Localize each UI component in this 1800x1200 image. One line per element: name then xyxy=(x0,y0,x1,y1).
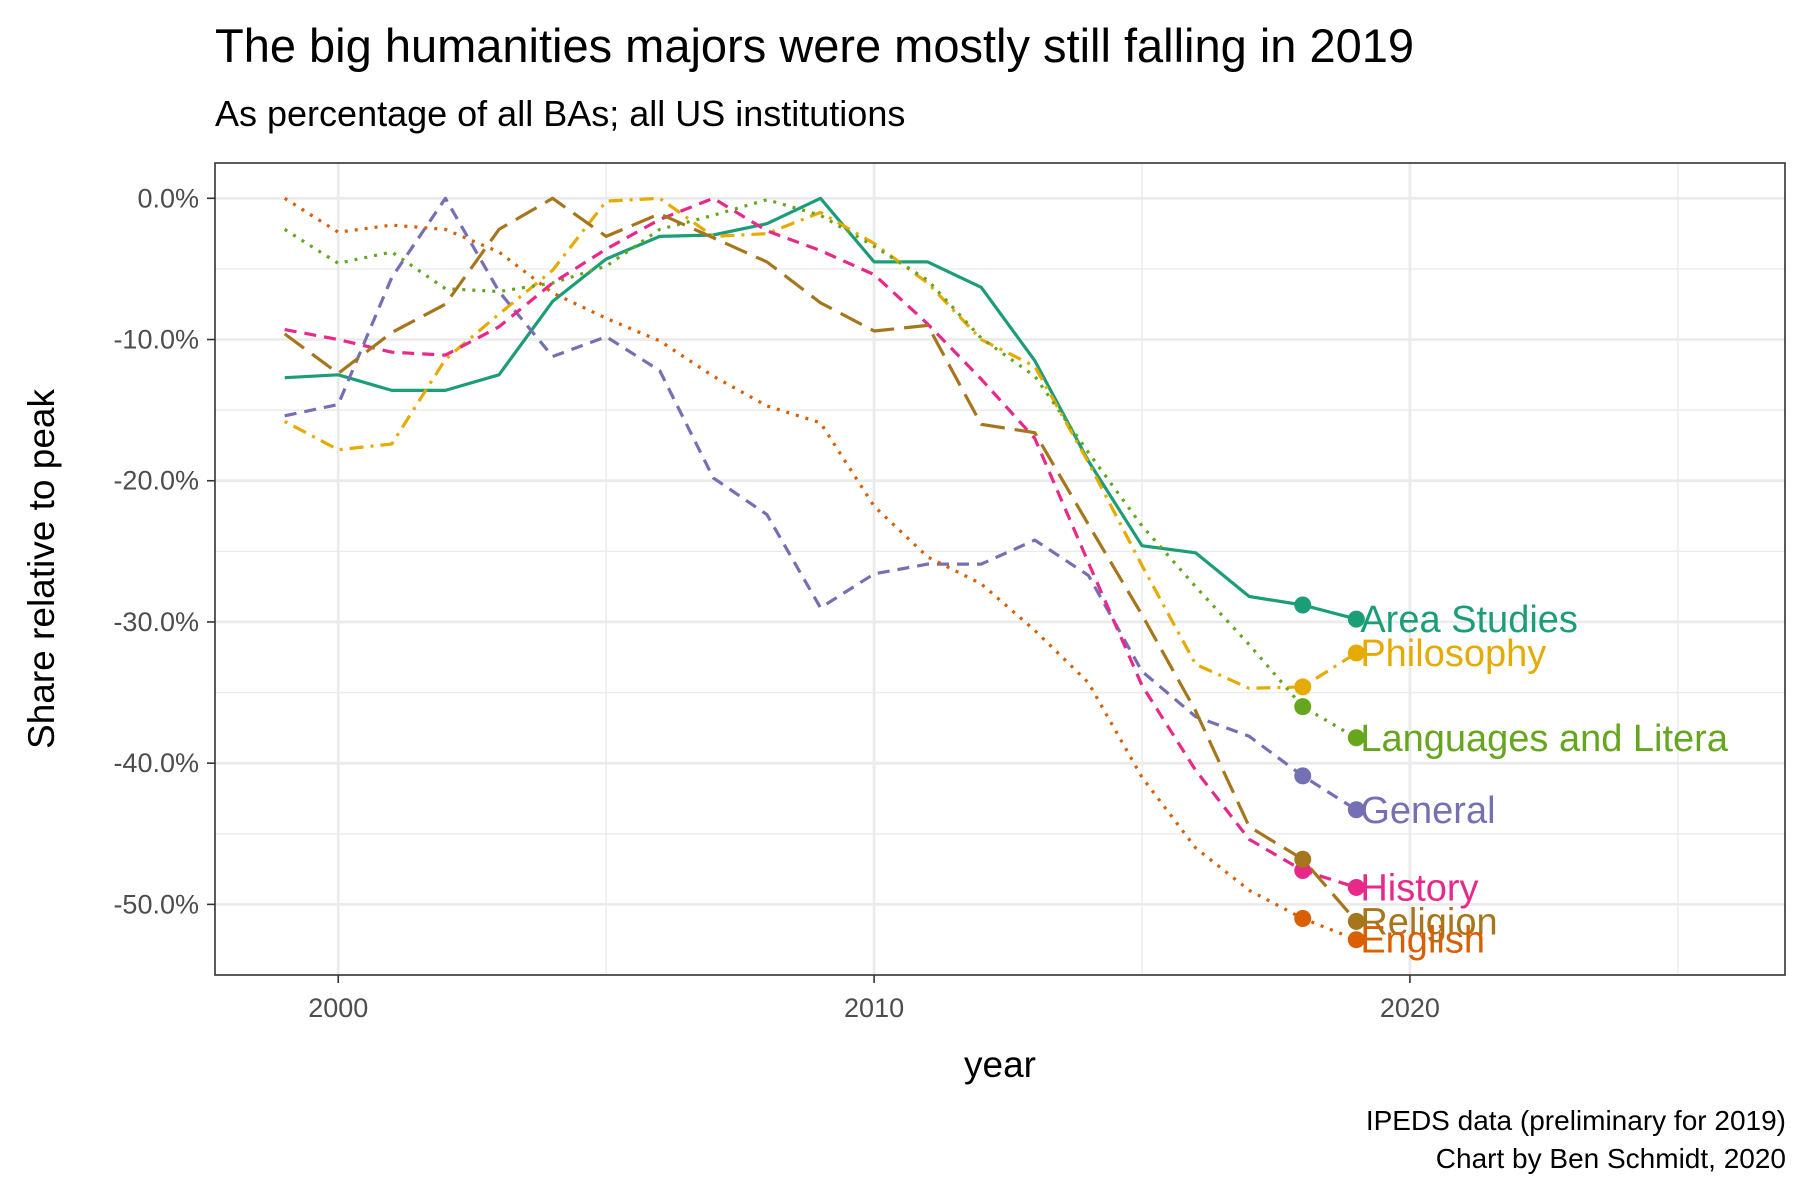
point-philosophy-2018 xyxy=(1294,678,1311,695)
point-languages-and-literature-2018 xyxy=(1294,698,1311,715)
y-tick-label: -40.0% xyxy=(113,748,199,778)
point-english-2018 xyxy=(1294,910,1311,927)
x-axis-ticks: 2000 2010 2020 xyxy=(308,975,1440,1023)
plot-panel-background xyxy=(215,163,1785,975)
y-tick-label: -20.0% xyxy=(113,466,199,496)
end-label-languages-and-literature: Languages and Litera xyxy=(1360,718,1729,760)
x-tick-label: 2010 xyxy=(844,993,904,1023)
y-axis-ticks: 0.0% -10.0% -20.0% -30.0% -40.0% -50.0% xyxy=(113,183,215,919)
point-area-studies-2018 xyxy=(1294,597,1311,614)
y-tick-label: 0.0% xyxy=(137,183,199,213)
x-tick-label: 2000 xyxy=(308,993,368,1023)
y-tick-label: -50.0% xyxy=(113,889,199,919)
caption-credit: Chart by Ben Schmidt, 2020 xyxy=(1436,1143,1786,1175)
point-general-2018 xyxy=(1294,767,1311,784)
end-label-general: General xyxy=(1360,790,1495,832)
end-label-english: English xyxy=(1360,920,1485,962)
end-label-philosophy: Philosophy xyxy=(1360,633,1546,675)
caption-source: IPEDS data (preliminary for 2019) xyxy=(1366,1105,1786,1137)
point-religion-2018 xyxy=(1294,851,1311,868)
y-tick-label: -10.0% xyxy=(113,325,199,355)
y-tick-label: -30.0% xyxy=(113,607,199,637)
x-axis-title: year xyxy=(964,1044,1036,1085)
y-axis-title: Share relative to peak xyxy=(21,389,62,749)
x-tick-label: 2020 xyxy=(1380,993,1440,1023)
